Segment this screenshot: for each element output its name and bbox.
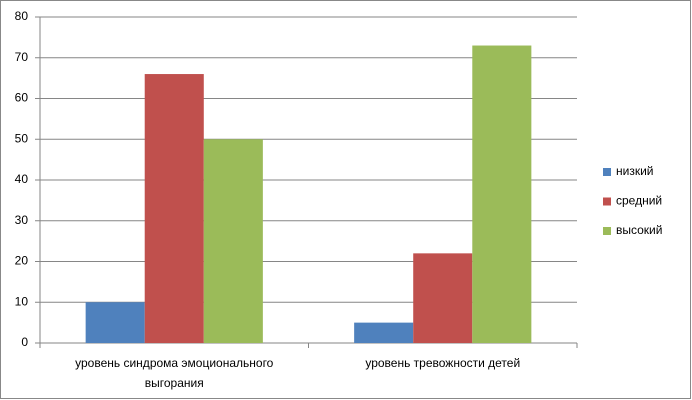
legend-swatch: [603, 227, 611, 235]
bar: [472, 45, 532, 344]
y-tick-label: 40: [15, 172, 29, 186]
y-tick-label: 20: [15, 254, 29, 268]
legend-label: низкий: [616, 164, 654, 178]
legend-label: средний: [616, 194, 662, 208]
y-tick-label: 70: [15, 50, 29, 64]
y-tick-label: 80: [15, 9, 29, 23]
legend-swatch: [603, 168, 611, 176]
x-tick-label: уровень тревожности детей: [365, 356, 521, 370]
y-tick-label: 60: [15, 91, 29, 105]
legend-label: высокий: [616, 223, 662, 237]
bar: [203, 139, 263, 343]
bar: [144, 74, 204, 344]
y-tick-label: 0: [21, 335, 28, 349]
y-tick-label: 10: [15, 294, 29, 308]
y-tick-label: 30: [15, 213, 29, 227]
y-tick-label: 50: [15, 131, 29, 145]
bar: [354, 322, 414, 343]
bar: [413, 253, 473, 343]
legend-swatch: [603, 197, 611, 206]
bar: [85, 302, 145, 343]
x-tick-label: уровень синдрома эмоционального выгорани…: [75, 356, 274, 390]
